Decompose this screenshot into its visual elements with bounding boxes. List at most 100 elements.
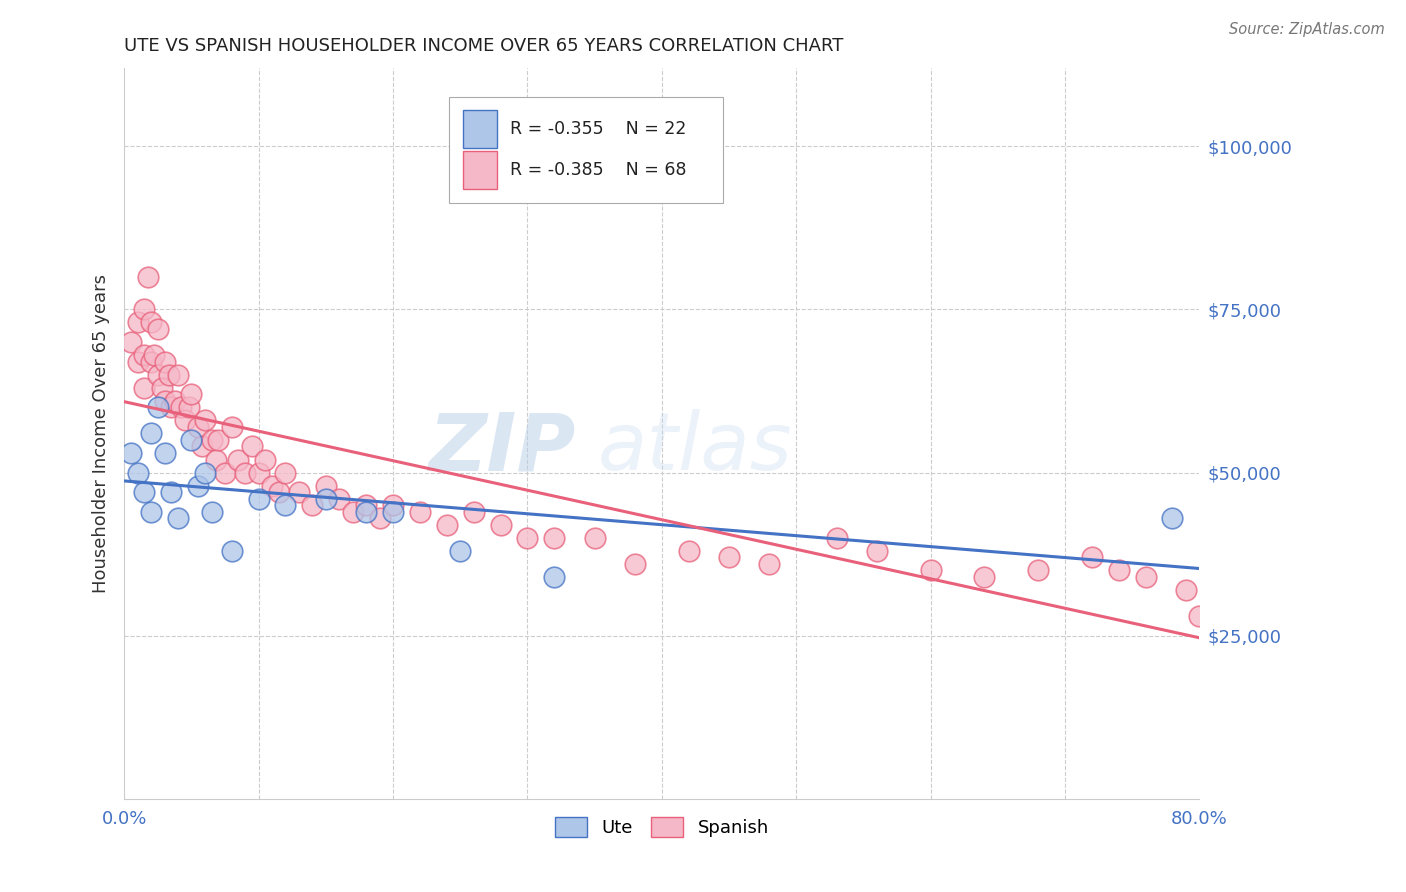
Point: [191, 440, 214, 454]
Point: [167, 511, 190, 525]
Point: [436, 517, 458, 532]
Point: [1174, 582, 1197, 597]
Point: [233, 466, 256, 480]
Text: UTE VS SPANISH HOUSEHOLDER INCOME OVER 65 YEARS CORRELATION CHART: UTE VS SPANISH HOUSEHOLDER INCOME OVER 6…: [124, 37, 844, 55]
Point: [146, 322, 169, 336]
Point: [920, 564, 942, 578]
Point: [1026, 564, 1049, 578]
Point: [489, 517, 512, 532]
Text: atlas: atlas: [598, 409, 792, 487]
Point: [267, 485, 290, 500]
Point: [1135, 570, 1157, 584]
Point: [315, 478, 337, 492]
Point: [866, 544, 889, 558]
Point: [368, 511, 391, 525]
Point: [825, 531, 848, 545]
Point: [167, 368, 190, 382]
Point: [160, 485, 183, 500]
Point: [153, 393, 176, 408]
Point: [139, 316, 162, 330]
Point: [177, 401, 200, 415]
Legend: Ute, Spanish: Ute, Spanish: [547, 809, 776, 845]
Point: [717, 550, 740, 565]
Point: [200, 433, 222, 447]
Point: [274, 466, 297, 480]
Point: [382, 498, 405, 512]
Point: [194, 413, 217, 427]
Point: [127, 354, 149, 368]
Point: [247, 491, 270, 506]
Point: [180, 387, 202, 401]
Bar: [463, 152, 498, 189]
Point: [139, 354, 162, 368]
Point: [973, 570, 995, 584]
Text: ZIP: ZIP: [429, 409, 576, 487]
Point: [214, 466, 236, 480]
Point: [315, 491, 337, 506]
Point: [543, 531, 565, 545]
Point: [173, 413, 195, 427]
Point: [153, 354, 176, 368]
Point: [139, 426, 162, 441]
Point: [1081, 550, 1104, 565]
Point: [228, 452, 250, 467]
Point: [328, 491, 350, 506]
Point: [134, 302, 156, 317]
Point: [543, 570, 565, 584]
Point: [254, 452, 277, 467]
Point: [169, 401, 191, 415]
Y-axis label: Householder Income Over 65 years: Householder Income Over 65 years: [93, 274, 110, 593]
Point: [180, 433, 202, 447]
Point: [134, 381, 156, 395]
Point: [260, 478, 283, 492]
FancyBboxPatch shape: [449, 97, 723, 203]
Point: [1188, 609, 1211, 624]
Point: [142, 348, 165, 362]
Text: R = -0.385    N = 68: R = -0.385 N = 68: [510, 161, 686, 179]
Point: [409, 505, 432, 519]
Point: [134, 348, 156, 362]
Point: [240, 440, 263, 454]
Point: [146, 401, 169, 415]
Point: [187, 478, 209, 492]
Bar: [463, 110, 498, 148]
Point: [194, 466, 217, 480]
Point: [274, 498, 297, 512]
Point: [583, 531, 606, 545]
Text: Source: ZipAtlas.com: Source: ZipAtlas.com: [1229, 22, 1385, 37]
Point: [516, 531, 538, 545]
Point: [127, 466, 149, 480]
Point: [207, 433, 229, 447]
Point: [288, 485, 311, 500]
Point: [134, 485, 156, 500]
Point: [157, 368, 180, 382]
Point: [138, 269, 160, 284]
Point: [301, 498, 323, 512]
Point: [247, 466, 270, 480]
Point: [127, 316, 149, 330]
Point: [758, 557, 780, 571]
Point: [624, 557, 647, 571]
Point: [678, 544, 700, 558]
Point: [146, 368, 169, 382]
Point: [354, 498, 377, 512]
Point: [187, 420, 209, 434]
Point: [200, 505, 222, 519]
Point: [221, 544, 243, 558]
Point: [120, 446, 142, 460]
Point: [1108, 564, 1130, 578]
Point: [449, 544, 471, 558]
Point: [342, 505, 364, 519]
Point: [150, 381, 173, 395]
Point: [1161, 511, 1184, 525]
Point: [160, 401, 183, 415]
Point: [463, 505, 485, 519]
Point: [354, 505, 377, 519]
Point: [139, 505, 162, 519]
Point: [120, 334, 142, 349]
Point: [382, 505, 405, 519]
Point: [165, 393, 187, 408]
Point: [204, 452, 226, 467]
Point: [153, 446, 176, 460]
Text: R = -0.355    N = 22: R = -0.355 N = 22: [510, 120, 686, 137]
